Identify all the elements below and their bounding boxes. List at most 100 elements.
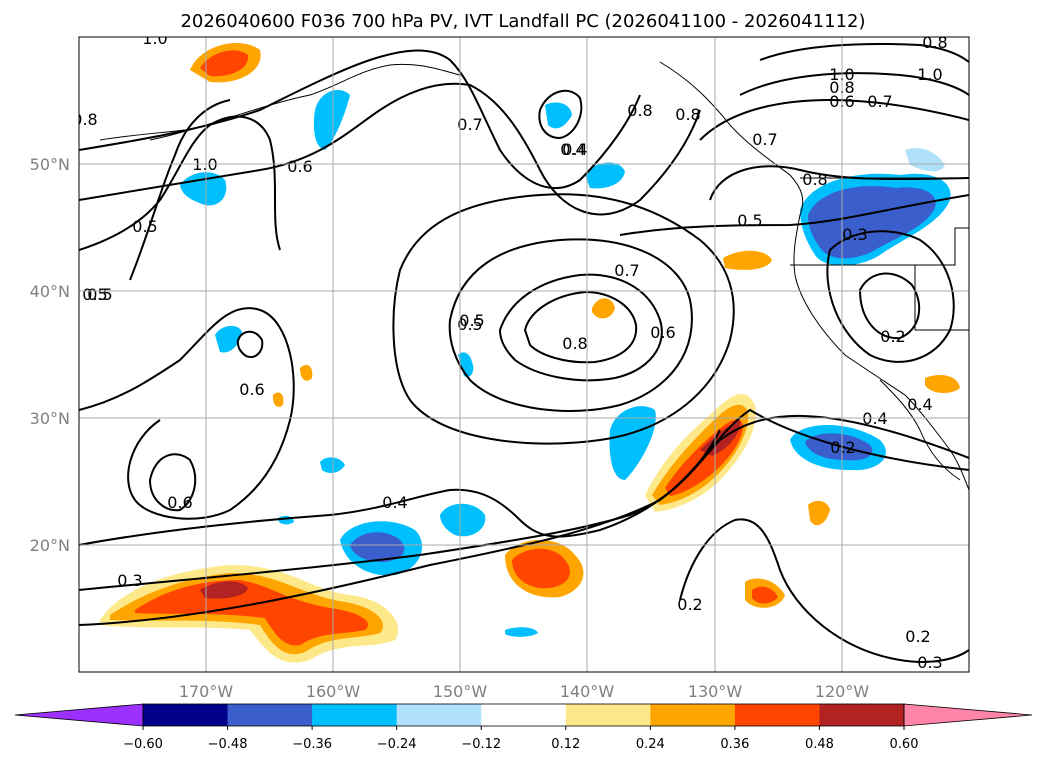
contour-line [79, 115, 281, 251]
colorbar-swatch [565, 704, 651, 726]
colorbar-tick-label: −0.48 [208, 737, 248, 752]
contour-line [129, 99, 231, 281]
colorbar-swatch [734, 704, 820, 726]
contour-line [448, 238, 693, 413]
contour-label: 0.8 [562, 334, 587, 353]
colorbar-tick-label: −0.60 [123, 737, 163, 752]
contour-label: 0.8 [802, 170, 827, 189]
contour-label: 0.6 [167, 493, 192, 512]
contour-label: 0.2 [830, 438, 855, 457]
contour-label: 0.7 [614, 261, 639, 280]
lat-tick-label: 50°N [30, 155, 70, 174]
contour-label: 0.6 [239, 380, 264, 399]
colorbar-swatch [650, 704, 736, 726]
contour-line [79, 408, 969, 626]
contour-line [699, 98, 969, 141]
contour-label: 0.6 [287, 157, 312, 176]
cool-region-nw-1 [313, 90, 350, 150]
border-state-2 [914, 265, 969, 331]
cool-region-mid-1 [585, 162, 625, 189]
contour-label: 0.2 [905, 627, 930, 646]
cool-region-mid-2 [545, 102, 572, 129]
coastline-baja [879, 379, 961, 481]
contour-line [619, 194, 969, 236]
colorbar-swatch [396, 704, 482, 726]
contour-line [79, 307, 295, 520]
map-area: 1.0 0.80.70.40.61.00.50.50.70.50.80.60.60… [72, 29, 969, 672]
contour-label: 0.2 [677, 595, 702, 614]
colorbar-swatches [14, 703, 1033, 727]
coastline-aleutians [99, 129, 186, 141]
contour-label: 1.0 [142, 29, 167, 48]
contour-label: 0.5 [459, 311, 484, 330]
contour-line [236, 330, 264, 358]
map-frame [78, 36, 970, 673]
colorbar-swatch [227, 704, 313, 726]
contour-line [709, 165, 969, 201]
contour-line [79, 82, 701, 216]
contour-label: 0.6 [650, 323, 675, 342]
border-state [790, 227, 969, 266]
contour-line [498, 273, 663, 382]
warm-region-north-core [200, 50, 249, 77]
contour-label: 0.7 [457, 115, 482, 134]
lon-tick-label: 130°W [688, 682, 743, 701]
warm-region-small-4 [272, 392, 284, 407]
warm-region-small-3 [300, 365, 313, 381]
contour-label: 0.8 [627, 101, 652, 120]
contour-label: 0.5 [132, 217, 157, 236]
contour-line [858, 272, 921, 340]
contour-line [759, 42, 969, 63]
contour-label: 0.7 [867, 92, 892, 111]
colorbar-extend-low [14, 703, 144, 727]
contour-label: 0.5 [82, 285, 107, 304]
contour-label: 0.3 [842, 225, 867, 244]
coastline-north-america [659, 61, 969, 491]
longitude-ticks: 170°W 160°W 150°W 140°W 130°W 120°W [179, 682, 870, 701]
contour-label: 0.4 [382, 493, 407, 512]
contour-line [79, 429, 721, 546]
contour-label: 0.8 [72, 110, 97, 129]
colorbar-tick-label: −0.36 [292, 737, 332, 752]
colorbar-tick-label: −0.12 [461, 737, 501, 752]
colorbar-swatch [143, 704, 229, 726]
colorbar-frame [142, 703, 905, 727]
colorbar-swatch [819, 704, 905, 726]
contour-label: 1.0 [917, 65, 942, 84]
contour-label: 0.3 [917, 653, 942, 672]
warm-region-ne-1 [723, 250, 772, 270]
contour-line [392, 193, 735, 445]
cool-region-ne-core [808, 186, 936, 259]
contour-label: 0.4 [562, 140, 587, 159]
chart-title: 2026040600 F036 700 hPa PV, IVT Landfall… [180, 11, 865, 32]
contour-label: 0.7 [752, 130, 777, 149]
contour-label: 0.8 [922, 33, 947, 52]
contour-label: 0.5 [457, 315, 482, 334]
colorbar-labels: −0.60 −0.48 −0.36 −0.24 −0.12 0.12 0.24 0.36 0.4… [123, 726, 918, 752]
cool-region-mid-3 [215, 325, 242, 353]
lon-tick-label: 120°W [815, 682, 870, 701]
cool-region-band [609, 406, 656, 480]
cool-region-ne-pale [905, 148, 945, 172]
contour-line [679, 518, 969, 663]
colorbar-tick-label: −0.24 [377, 737, 417, 752]
contour-label: 0.5 [87, 285, 112, 304]
latitude-ticks: 20°N 30°N 40°N 50°N [30, 155, 70, 555]
lat-tick-label: 20°N [30, 536, 70, 555]
lon-tick-label: 170°W [179, 682, 234, 701]
lon-tick-label: 160°W [306, 682, 361, 701]
colorbar-tick-label: 0.24 [636, 737, 665, 752]
gridlines [79, 37, 969, 672]
colorbar-tick-label: 0.12 [551, 737, 580, 752]
warm-region-mid-1 [592, 298, 615, 319]
colorbar-extend-high [903, 703, 1033, 727]
contour-label: 0.4 [907, 395, 932, 414]
contour-line [523, 290, 638, 364]
coastline-layer [99, 61, 969, 491]
colorbar-tick-label: 0.36 [720, 737, 749, 752]
contour-labels: 1.0 0.80.70.40.61.00.50.50.70.50.80.60.60… [72, 29, 948, 672]
contour-label: 0.3 [117, 571, 142, 590]
colorbar-swatch [481, 704, 567, 726]
warm-region-center-core [512, 548, 570, 589]
